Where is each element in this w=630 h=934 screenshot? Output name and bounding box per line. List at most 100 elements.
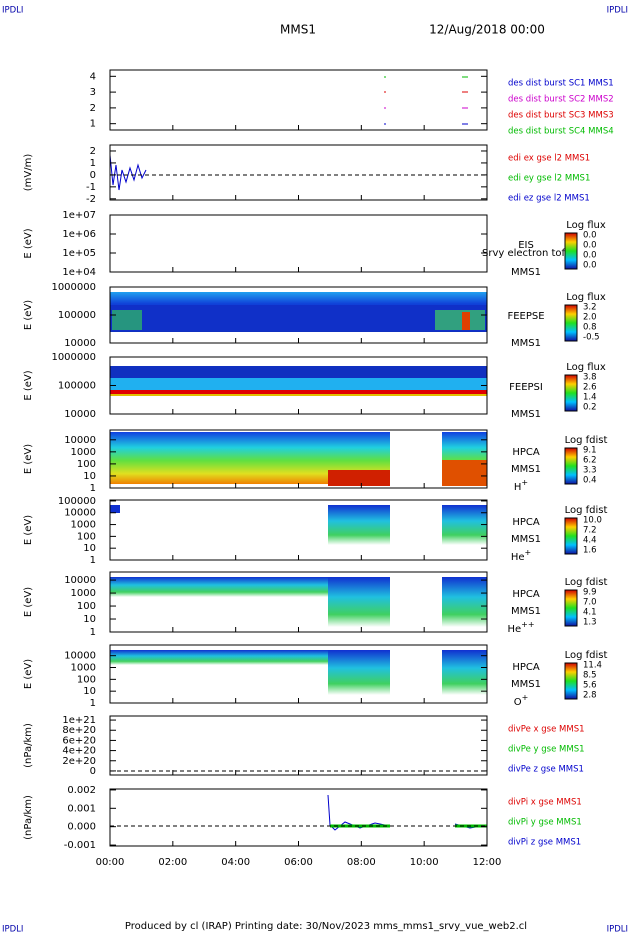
colorbar-label: 0.0 bbox=[583, 261, 597, 271]
instrument-label: HPCA bbox=[512, 662, 540, 673]
y-axis-label: (nPa/km) bbox=[23, 723, 34, 768]
y-tick-label: 1e+07 bbox=[62, 210, 96, 221]
footer: Produced by cl (IRAP) Printing date: 30/… bbox=[125, 921, 527, 932]
colorbar-label: 3.3 bbox=[583, 466, 597, 476]
y-tick-label: 8e+20 bbox=[62, 725, 96, 736]
legend-entry: divPi y gse MMS1 bbox=[508, 818, 582, 828]
colorbar-label: 5.6 bbox=[583, 681, 597, 691]
instrument-label: HPCA bbox=[512, 517, 540, 528]
instrument-label: FEEPSI bbox=[509, 382, 543, 393]
y-tick-label: 100 bbox=[77, 531, 96, 542]
x-tick-label: 00:00 bbox=[96, 857, 125, 868]
date: 12/Aug/2018 00:00 bbox=[429, 23, 545, 37]
y-axis-label: E (eV) bbox=[23, 300, 34, 330]
corner-label: IPDLI bbox=[2, 925, 23, 934]
y-tick-label: -2 bbox=[86, 194, 96, 205]
y-tick-label: 10000 bbox=[64, 409, 96, 420]
colorbar-label: 0.2 bbox=[583, 403, 597, 413]
y-axis-label: (nPa/km) bbox=[23, 795, 34, 840]
colorbar-title: Log fdist bbox=[565, 577, 608, 588]
colorbar-label: 0.0 bbox=[583, 231, 597, 241]
y-tick-label: 100 bbox=[77, 459, 96, 470]
y-tick-label: 100 bbox=[77, 601, 96, 612]
instrument-label: MMS1 bbox=[511, 338, 541, 349]
colorbar-label: 7.0 bbox=[583, 598, 597, 608]
panel-frame bbox=[109, 499, 488, 561]
y-tick-label: 1000 bbox=[71, 588, 96, 599]
colorbar-label: 2.6 bbox=[583, 383, 597, 393]
title: MMS1 bbox=[280, 23, 316, 37]
y-tick-label: 0 bbox=[90, 170, 96, 181]
colorbar-label: 11.4 bbox=[583, 661, 602, 671]
species-base: He bbox=[511, 552, 525, 563]
corner-label: IPDLI bbox=[607, 925, 628, 934]
colorbar bbox=[564, 662, 578, 700]
colorbar-label: 1.3 bbox=[583, 618, 597, 628]
colorbar-label: -0.5 bbox=[583, 333, 600, 343]
species-label: He+ bbox=[511, 548, 531, 564]
y-tick-label: 1000 bbox=[71, 663, 96, 674]
y-tick-label: 1 bbox=[90, 698, 96, 709]
colorbar-label: 1.4 bbox=[583, 393, 597, 403]
y-tick-label: 0.000 bbox=[67, 822, 96, 833]
y-tick-label: 100000 bbox=[58, 381, 96, 392]
overlay-label: Srvy electron tof bbox=[482, 248, 566, 259]
colorbar-title: Log fdist bbox=[565, 435, 608, 446]
instrument-label: MMS1 bbox=[511, 534, 541, 545]
spectrogram-art bbox=[109, 76, 488, 831]
legend-entry: edi ey gse l2 MMS1 bbox=[508, 174, 590, 184]
y-tick-label: 1e+06 bbox=[62, 229, 96, 240]
x-tick-label: 04:00 bbox=[221, 857, 250, 868]
y-tick-label: 1000 bbox=[71, 447, 96, 458]
y-axis-label: E (eV) bbox=[23, 587, 34, 617]
y-tick-label: 4 bbox=[90, 71, 96, 82]
y-tick-label: 0 bbox=[90, 766, 96, 777]
instrument-label: MMS1 bbox=[511, 464, 541, 475]
colorbar-title: Log flux bbox=[566, 292, 606, 303]
y-tick-label: 10000 bbox=[64, 575, 96, 586]
y-tick-label: 1 bbox=[90, 555, 96, 566]
y-tick-label: 1 bbox=[90, 483, 96, 494]
legend-entry: divPe z gse MMS1 bbox=[508, 765, 584, 775]
colorbar-label: 6.2 bbox=[583, 456, 597, 466]
legend-entry: des dist burst SC2 MMS2 bbox=[508, 95, 614, 105]
y-tick-label: 1000000 bbox=[51, 282, 96, 293]
y-tick-label: -0.001 bbox=[64, 840, 96, 851]
species-base: O bbox=[514, 697, 522, 708]
colorbar-label: 3.2 bbox=[583, 303, 597, 313]
colorbar-title: Log fdist bbox=[565, 650, 608, 661]
colorbar bbox=[564, 304, 578, 342]
instrument-label: MMS1 bbox=[511, 409, 541, 420]
x-tick-label: 08:00 bbox=[347, 857, 376, 868]
legend-entry: des dist burst SC1 MMS1 bbox=[508, 79, 614, 89]
y-tick-label: 0.001 bbox=[67, 803, 96, 814]
y-tick-label: 10000 bbox=[64, 508, 96, 519]
legend-entry: divPi z gse MMS1 bbox=[508, 838, 581, 848]
instrument-label: EIS bbox=[518, 240, 534, 251]
colorbar-label: 0.8 bbox=[583, 323, 597, 333]
panel-frame bbox=[109, 214, 488, 273]
legend-entry: edi ez gse l2 MMS1 bbox=[508, 194, 590, 204]
instrument-label: FEEPSE bbox=[507, 311, 544, 322]
colorbar bbox=[564, 589, 578, 627]
species-charge: + bbox=[521, 478, 528, 487]
y-axis-label: E (eV) bbox=[23, 659, 34, 689]
y-tick-label: -1 bbox=[86, 182, 96, 193]
x-tick-label: 10:00 bbox=[410, 857, 439, 868]
colorbar-label: 8.5 bbox=[583, 671, 597, 681]
colorbar-label: 9.1 bbox=[583, 446, 597, 456]
instrument-label: MMS1 bbox=[511, 267, 541, 278]
legend-entry: divPe y gse MMS1 bbox=[508, 745, 585, 755]
legend-entry: divPi x gse MMS1 bbox=[508, 798, 582, 808]
legend-entry: des dist burst SC3 MMS3 bbox=[508, 111, 614, 121]
colorbar-label: 9.9 bbox=[583, 588, 597, 598]
colorbar-label: 4.1 bbox=[583, 608, 597, 618]
colorbar-title: Log flux bbox=[566, 220, 606, 231]
colorbar-label: 7.2 bbox=[583, 526, 597, 536]
y-tick-label: 1 bbox=[90, 119, 96, 130]
y-axis-label: E (eV) bbox=[23, 370, 34, 400]
y-tick-label: 1e+21 bbox=[62, 715, 96, 726]
panel-frame bbox=[109, 788, 488, 847]
y-tick-label: 1000 bbox=[71, 520, 96, 531]
